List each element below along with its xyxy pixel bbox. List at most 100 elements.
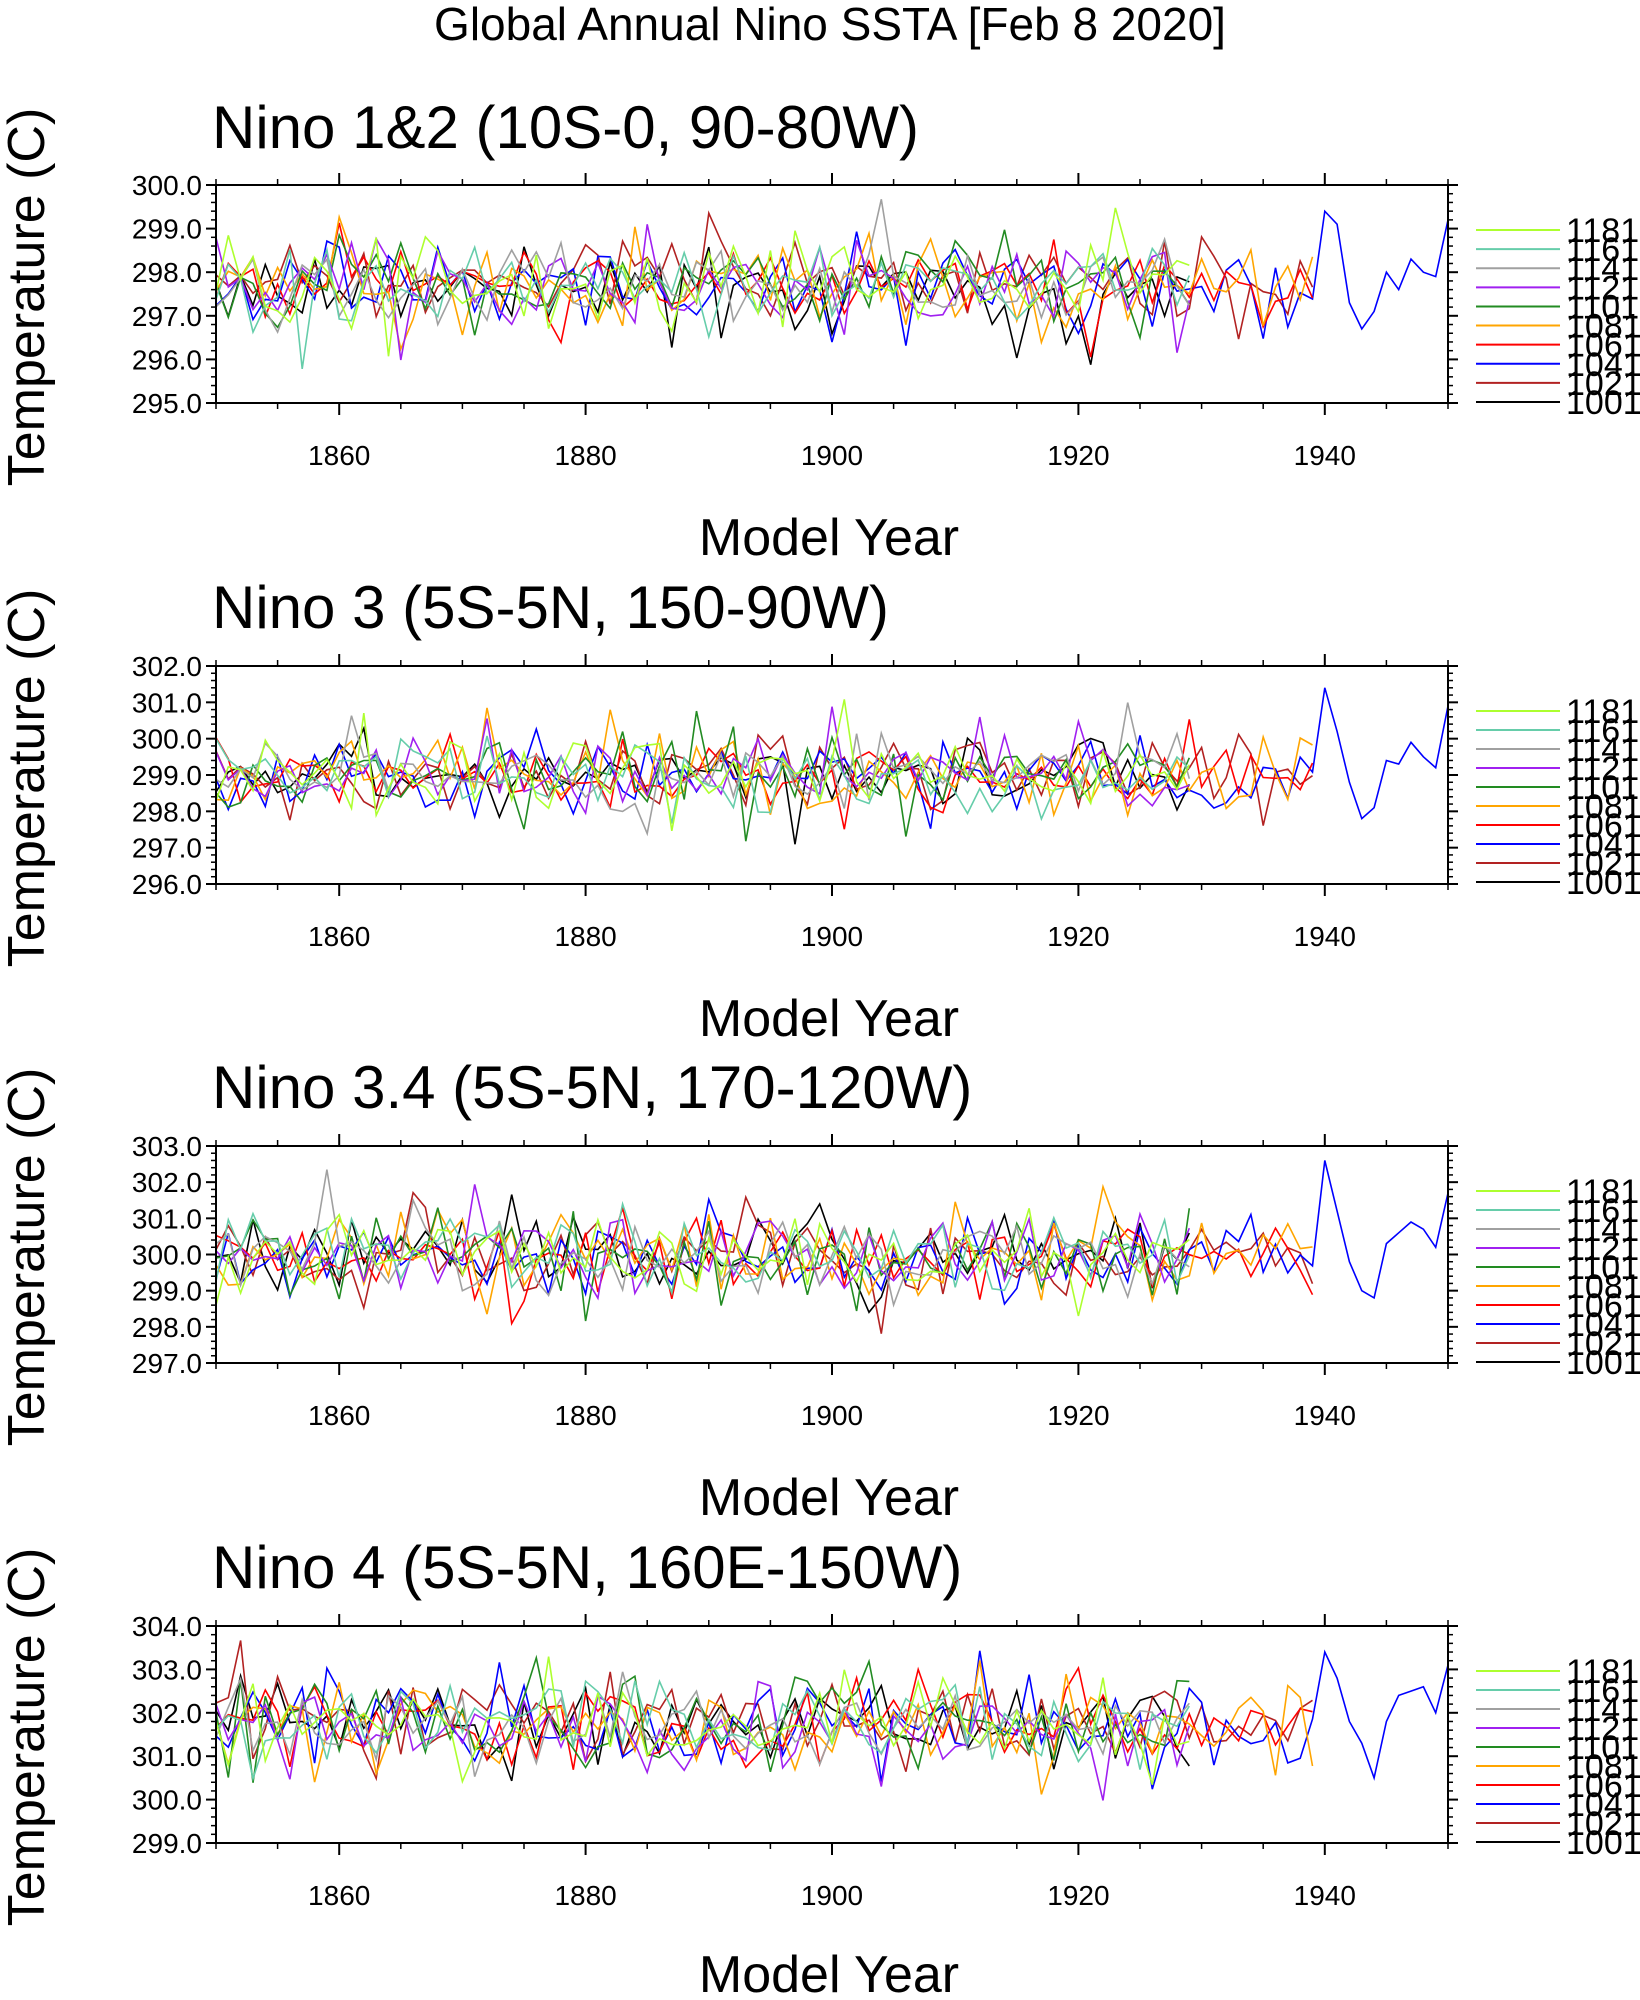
- x-tick-label: 1860: [308, 1400, 370, 1431]
- series-line-1121: [216, 224, 1191, 361]
- legend-label-1061: 1061: [1566, 807, 1640, 845]
- panel-title: Nino 4 (5S-5N, 160E-150W): [212, 1534, 962, 1601]
- y-tick-label: 301.0: [132, 687, 202, 718]
- series-group: [216, 199, 1448, 370]
- series-line-1121: [216, 1680, 1191, 1801]
- legend-label-1061: 1061: [1566, 327, 1640, 365]
- y-tick-label: 302.0: [132, 651, 202, 682]
- y-tick-label: 300.0: [132, 1240, 202, 1271]
- series-line-1021: [216, 732, 1313, 826]
- legend-label-1021: 1021: [1566, 1805, 1640, 1843]
- legend-label-1141: 1141: [1566, 731, 1639, 769]
- series-line-1101: [216, 1207, 1191, 1322]
- series-line-1141: [216, 1169, 1190, 1308]
- y-tick-label: 299.0: [132, 760, 202, 791]
- series-line-1001: [216, 725, 1191, 845]
- legend-label-1141: 1141: [1566, 250, 1639, 288]
- series-line-1141: [216, 702, 1191, 837]
- y-tick-label: 298.0: [132, 796, 202, 827]
- y-tick-label: 302.0: [132, 1698, 202, 1729]
- y-tick-label: 297.0: [132, 1348, 202, 1379]
- plot-frame: [215, 665, 1449, 885]
- legend-label-1081: 1081: [1566, 1268, 1640, 1306]
- y-tick-label: 297.0: [132, 833, 202, 864]
- legend-label-1101: 1101: [1566, 1729, 1639, 1767]
- legend-label-1141: 1141: [1566, 1211, 1639, 1249]
- legend-label-1021: 1021: [1566, 1325, 1640, 1363]
- x-tick-label: 1900: [801, 1400, 863, 1431]
- legend-label-1161: 1161: [1566, 1672, 1639, 1710]
- legend-label-1121: 1121: [1566, 269, 1639, 307]
- y-tick-label: 298.0: [132, 257, 202, 288]
- series-group: [216, 1160, 1448, 1334]
- legend-label-1061: 1061: [1566, 1287, 1640, 1325]
- legend-label-1121: 1121: [1566, 1230, 1639, 1268]
- series-line-1001: [216, 246, 1190, 365]
- panel-nino4: Nino 4 (5S-5N, 160E-150W) Temperature (C…: [0, 1534, 1640, 2000]
- y-tick-label: 302.0: [132, 1167, 202, 1198]
- legend-label-1101: 1101: [1566, 288, 1639, 326]
- series-line-1181: [216, 1208, 1190, 1317]
- x-axis-label: Model Year: [699, 509, 959, 567]
- legend-label-1181: 1181: [1566, 212, 1639, 250]
- legend-label-1081: 1081: [1566, 788, 1640, 826]
- legend-label-1041: 1041: [1566, 1786, 1640, 1824]
- y-tick-label: 300.0: [132, 1785, 202, 1816]
- y-tick-label: 296.0: [132, 344, 202, 375]
- legend-label-1081: 1081: [1566, 308, 1640, 346]
- legend-label-1141: 1141: [1566, 1691, 1639, 1729]
- legend-label-1081: 1081: [1566, 1748, 1640, 1786]
- x-tick-label: 1920: [1047, 1880, 1109, 1911]
- x-tick-label: 1880: [554, 440, 616, 471]
- x-axis-label: Model Year: [699, 1469, 959, 1527]
- legend-label-1041: 1041: [1566, 346, 1640, 384]
- x-axis-label: Model Year: [699, 1946, 959, 2000]
- y-tick-label: 298.0: [132, 1312, 202, 1343]
- x-tick-label: 1920: [1047, 1400, 1109, 1431]
- panel-title: Nino 3.4 (5S-5N, 170-120W): [212, 1054, 972, 1121]
- series-group: [216, 687, 1448, 845]
- x-axis-label: Model Year: [699, 990, 959, 1048]
- series-line-1021: [216, 210, 1314, 340]
- legend-label-1001: 1001: [1566, 384, 1640, 422]
- y-tick-label: 299.0: [132, 1276, 202, 1307]
- x-tick-label: 1900: [801, 1880, 863, 1911]
- y-tick-label: 301.0: [132, 1741, 202, 1772]
- legend-label-1161: 1161: [1566, 231, 1639, 269]
- x-tick-label: 1880: [554, 1400, 616, 1431]
- x-tick-label: 1860: [308, 440, 370, 471]
- y-tick-label: 303.0: [132, 1131, 202, 1162]
- y-tick-label: 297.0: [132, 301, 202, 332]
- panel-nino3: Nino 3 (5S-5N, 150-90W) Temperature (C) …: [0, 574, 1640, 1048]
- x-tick-label: 1940: [1294, 1880, 1356, 1911]
- panel-title: Nino 1&2 (10S-0, 90-80W): [212, 94, 919, 161]
- x-tick-label: 1860: [308, 1880, 370, 1911]
- series-line-1161: [216, 1200, 1191, 1297]
- legend-label-1161: 1161: [1566, 712, 1639, 750]
- y-tick-label: 299.0: [132, 214, 202, 245]
- series-group: [216, 1640, 1448, 1801]
- y-tick-label: 295.0: [132, 388, 202, 419]
- panel-title: Nino 3 (5S-5N, 150-90W): [212, 574, 889, 641]
- x-tick-label: 1880: [554, 921, 616, 952]
- legend-label-1001: 1001: [1566, 864, 1640, 902]
- series-line-1041: [216, 1649, 1448, 1790]
- y-tick-label: 301.0: [132, 1203, 202, 1234]
- page-title: Global Annual Nino SSTA [Feb 8 2020]: [434, 0, 1226, 50]
- x-tick-label: 1900: [801, 921, 863, 952]
- y-axis-label: Temperature (C): [0, 1068, 56, 1447]
- x-tick-label: 1940: [1294, 1400, 1356, 1431]
- y-tick-label: 303.0: [132, 1654, 202, 1685]
- legend-label-1001: 1001: [1566, 1824, 1640, 1862]
- series-line-1181: [216, 207, 1190, 357]
- series-line-1101: [216, 1654, 1190, 1783]
- series-line-1061: [216, 1665, 1313, 1770]
- x-tick-label: 1920: [1047, 440, 1109, 471]
- y-axis-label: Temperature (C): [0, 108, 56, 487]
- y-axis-label: Temperature (C): [0, 589, 56, 968]
- x-tick-label: 1940: [1294, 921, 1356, 952]
- x-tick-label: 1880: [554, 1880, 616, 1911]
- series-line-1081: [216, 1183, 1313, 1315]
- series-line-1161: [216, 243, 1191, 370]
- y-tick-label: 304.0: [132, 1611, 202, 1642]
